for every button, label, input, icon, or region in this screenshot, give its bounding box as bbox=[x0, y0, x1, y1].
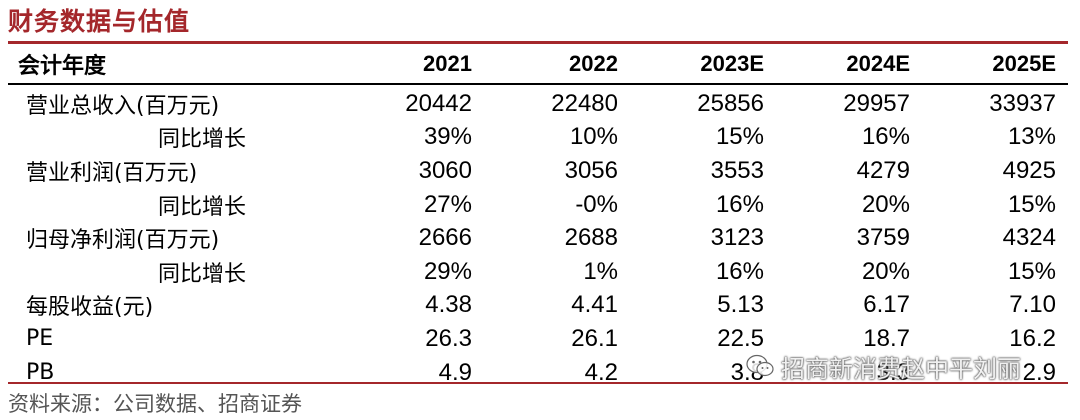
row-label: 同比增长 bbox=[158, 194, 247, 220]
title-divider bbox=[8, 41, 1068, 44]
table-cell: 4279 bbox=[856, 156, 910, 184]
table-cell: 22480 bbox=[551, 89, 618, 117]
table-cell: 16.2 bbox=[1009, 324, 1056, 352]
table-cell: 2666 bbox=[418, 224, 472, 252]
table-row: 归母净利润(百万元) 2666 2688 3123 3759 4324 bbox=[8, 221, 1068, 255]
table-cell: 15% bbox=[715, 123, 764, 151]
table-cell: 16% bbox=[861, 123, 910, 151]
table-cell: 29% bbox=[423, 257, 472, 285]
page-title: 财务数据与估值 bbox=[8, 7, 191, 36]
table-cell: 20442 bbox=[405, 89, 472, 117]
table-row: PE 26.3 26.1 22.5 18.7 16.2 bbox=[8, 322, 1068, 356]
header-year: 2022 bbox=[569, 50, 618, 76]
table-cell: 20% bbox=[861, 257, 910, 285]
table-cell: 7.10 bbox=[1009, 291, 1056, 319]
table-cell: -0% bbox=[575, 190, 618, 218]
table-cell: 4.2 bbox=[584, 358, 618, 386]
table-cell: 26.3 bbox=[425, 324, 472, 352]
header-divider bbox=[8, 83, 1068, 85]
table-cell: 4.41 bbox=[571, 291, 618, 319]
footer-divider bbox=[8, 382, 1068, 384]
table-cell: 4324 bbox=[1002, 224, 1056, 252]
row-label: 每股收益(元) bbox=[26, 295, 154, 321]
row-label: 营业利润(百万元) bbox=[26, 160, 198, 186]
table-row: 同比增长 39% 10% 15% 16% 13% bbox=[8, 121, 1068, 155]
row-label: 同比增长 bbox=[158, 127, 247, 153]
table-cell: 4925 bbox=[1002, 156, 1056, 184]
table-cell: 27% bbox=[423, 190, 472, 218]
row-label: 营业总收入(百万元) bbox=[26, 93, 220, 119]
table-cell: 13% bbox=[1007, 123, 1056, 151]
table-cell: 22.5 bbox=[717, 324, 764, 352]
table-cell: 18.7 bbox=[863, 324, 910, 352]
table-cell: 16% bbox=[715, 257, 764, 285]
table-header-row: 会计年度 2021 2022 2023E 2024E 2025E bbox=[8, 44, 1068, 83]
header-year: 2021 bbox=[423, 50, 472, 76]
table-row: 营业总收入(百万元) 20442 22480 25856 29957 33937 bbox=[8, 83, 1068, 121]
source-note: 资料来源：公司数据、招商证券 bbox=[8, 392, 302, 416]
table-cell: 3759 bbox=[856, 224, 910, 252]
row-label: PE bbox=[26, 326, 54, 352]
table-cell: 39% bbox=[423, 123, 472, 151]
table-cell: 5.13 bbox=[717, 291, 764, 319]
table-cell: 20% bbox=[861, 190, 910, 218]
table-cell: 3060 bbox=[418, 156, 472, 184]
table-row: 营业利润(百万元) 3060 3056 3553 4279 4925 bbox=[8, 154, 1068, 188]
header-year: 2024E bbox=[846, 50, 910, 76]
table-cell: 4.38 bbox=[425, 291, 472, 319]
table-cell: 2.9 bbox=[1022, 358, 1056, 386]
watermark-text: 招商新消费赵中平刘丽 bbox=[781, 354, 1021, 383]
table-cell: 4.9 bbox=[438, 358, 472, 386]
table-cell: 3056 bbox=[564, 156, 618, 184]
table-row: 每股收益(元) 4.38 4.41 5.13 6.17 7.10 bbox=[8, 289, 1068, 323]
row-label: PB bbox=[26, 360, 55, 386]
header-label: 会计年度 bbox=[18, 53, 107, 79]
wechat-icon bbox=[746, 354, 774, 377]
table-cell: 2688 bbox=[564, 224, 618, 252]
header-year: 2023E bbox=[700, 50, 764, 76]
table-body: 营业总收入(百万元) 20442 22480 25856 29957 33937 同比增长 3… bbox=[8, 83, 1068, 389]
table-row: 同比增长 27% -0% 16% 20% 15% bbox=[8, 188, 1068, 222]
table-cell: 26.1 bbox=[571, 324, 618, 352]
table-cell: 3123 bbox=[710, 224, 764, 252]
header-year: 2025E bbox=[992, 50, 1056, 76]
financial-table: 会计年度 2021 2022 2023E 2024E 2025E 营业总收入(百… bbox=[8, 44, 1068, 389]
row-label: 归母净利润(百万元) bbox=[26, 228, 220, 254]
table-cell: 6.17 bbox=[863, 291, 910, 319]
table-row: 同比增长 29% 1% 16% 20% 15% bbox=[8, 255, 1068, 289]
table-cell: 15% bbox=[1007, 257, 1056, 285]
table-cell: 3553 bbox=[710, 156, 764, 184]
watermark: 招商新消费赵中平刘丽 bbox=[745, 351, 1021, 383]
row-label: 同比增长 bbox=[158, 261, 247, 287]
table-cell: 29957 bbox=[843, 89, 910, 117]
table-cell: 3.3 bbox=[876, 358, 910, 386]
table-cell: 1% bbox=[583, 257, 618, 285]
table-cell: 10% bbox=[569, 123, 618, 151]
table-cell: 16% bbox=[715, 190, 764, 218]
table-cell: 25856 bbox=[697, 89, 764, 117]
table-cell: 15% bbox=[1007, 190, 1056, 218]
table-cell: 33937 bbox=[989, 89, 1056, 117]
